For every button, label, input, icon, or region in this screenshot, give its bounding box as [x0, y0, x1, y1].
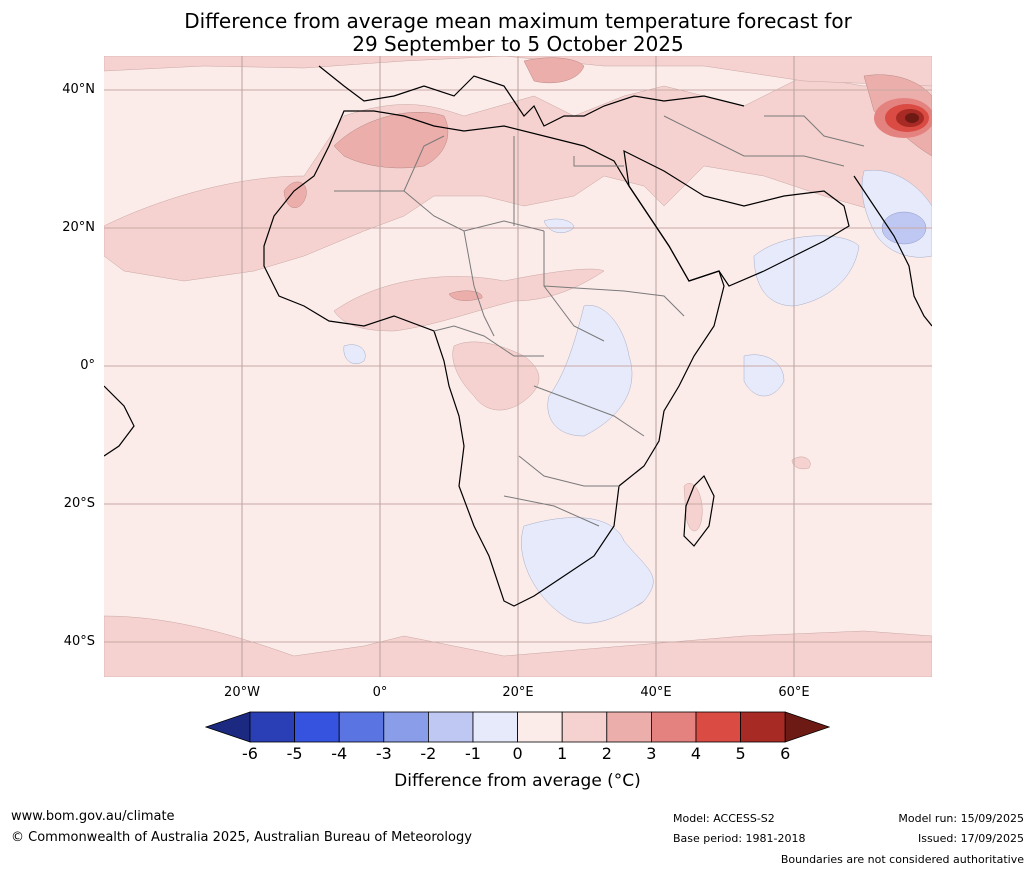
lon-label-40e: 40°E	[640, 685, 672, 700]
colorbar-tick-label: 0	[512, 744, 523, 763]
lat-label-20n: 20°N	[62, 220, 95, 235]
colorbar-swatch	[695, 711, 741, 743]
map-title: Difference from average mean maximum tem…	[104, 10, 932, 56]
colorbar-tick-label: 6	[780, 744, 791, 763]
lon-label-0: 0°	[372, 685, 388, 700]
colorbar-tick-label: -1	[465, 744, 481, 763]
lat-label-40s: 40°S	[63, 634, 95, 649]
colorbar-tick-label: 5	[735, 744, 746, 763]
colorbar-swatch-above-max	[784, 711, 830, 743]
colorbar-tick-label: -6	[242, 744, 258, 763]
colorbar-tick-label: -3	[375, 744, 392, 763]
title-line-1: Difference from average mean maximum tem…	[184, 9, 852, 33]
copyright-text: © Commonwealth of Australia 2025, Austra…	[11, 830, 472, 845]
model-run-date: Model run: 15/09/2025	[898, 812, 1024, 825]
colorbar-tick-label: 1	[557, 744, 568, 763]
colorbar-swatch	[517, 711, 563, 743]
colorbar-swatch	[740, 711, 786, 743]
colorbar-tick-label: 3	[646, 744, 657, 763]
lat-label-20s: 20°S	[63, 496, 95, 511]
colorbar-tick-label: -4	[331, 744, 348, 763]
anomaly-map	[104, 56, 932, 677]
lat-label-0: 0°	[80, 358, 95, 373]
website-link[interactable]: www.bom.gov.au/climate	[11, 809, 175, 824]
colorbar-swatch	[606, 711, 652, 743]
lon-label-20e: 20°E	[502, 685, 534, 700]
colorbar-swatch	[650, 711, 697, 743]
colorbar-swatch	[427, 711, 474, 743]
lat-label-40n: 40°N	[62, 82, 95, 97]
colorbar-tick-label: -5	[286, 744, 303, 763]
colorbar-swatch	[472, 711, 518, 743]
lon-label-20w: 20°W	[224, 685, 260, 700]
colorbar-swatch-below-min	[205, 711, 251, 743]
colorbar-swatch	[338, 711, 385, 743]
issued-date: Issued: 17/09/2025	[917, 832, 1024, 845]
colorbar-swatch	[383, 711, 429, 743]
colorbar-swatch	[249, 711, 295, 743]
lon-label-60e: 60°E	[778, 685, 810, 700]
model-name: Model: ACCESS-S2	[673, 812, 775, 825]
colorbar-tick-label: 2	[601, 744, 612, 763]
coastlines	[104, 65, 932, 607]
map-panel	[104, 56, 932, 677]
boundaries-disclaimer: Boundaries are not considered authoritat…	[780, 853, 1024, 866]
colorbar-swatch	[561, 711, 608, 743]
title-line-2: 29 September to 5 October 2025	[352, 32, 684, 56]
graticule	[104, 56, 932, 677]
colorbar-tick-label: 4	[690, 744, 702, 763]
colorbar-swatches	[205, 711, 830, 743]
colorbar	[205, 711, 830, 743]
colorbar-tick-label: -2	[420, 744, 437, 763]
colorbar-swatch	[294, 711, 340, 743]
country-boundaries	[334, 115, 865, 527]
colorbar-label: Difference from average (°C)	[394, 771, 641, 791]
base-period: Base period: 1981-2018	[673, 832, 806, 845]
